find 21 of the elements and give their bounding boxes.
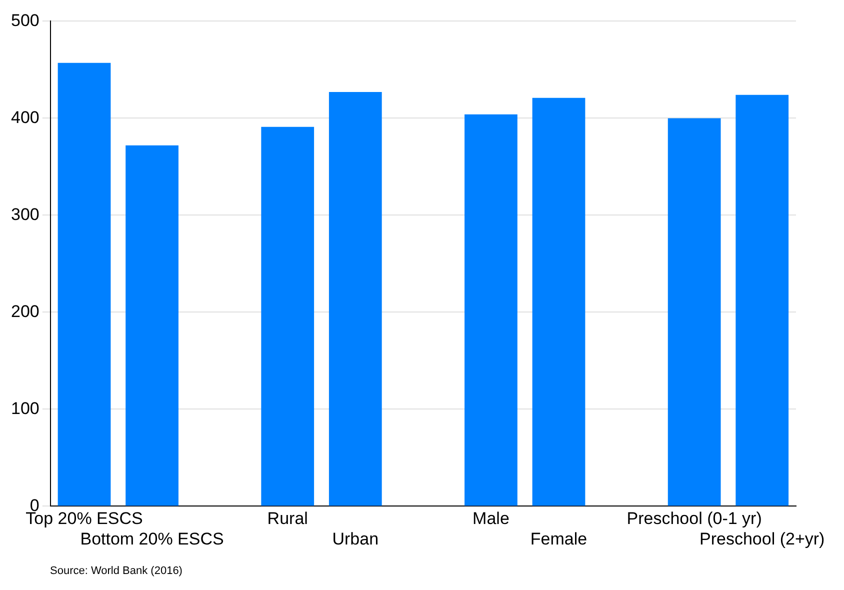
y-tick-label: 500 [10,10,40,30]
bar [328,92,382,506]
x-tick-label: Preschool (0-1 yr) [626,509,762,528]
y-tick-label: 300 [10,204,40,224]
y-tick-label: 400 [10,108,40,127]
bar [668,118,721,506]
bar [126,145,178,506]
bar [261,126,314,506]
bar [464,114,518,506]
x-tick-label: Preschool (2+yr) [700,529,825,548]
source-note: Source: World Bank (2016) [50,565,184,577]
y-tick-label: 100 [10,398,40,418]
bar [532,98,586,506]
bar [58,62,111,506]
x-tick-label: Male [472,509,510,528]
bar [736,94,789,506]
y-tick-label: 200 [10,302,40,321]
x-tick-label: Bottom 20% ESCS [80,529,224,548]
x-tick-label: Urban [332,529,379,548]
x-tick-label: Female [530,529,588,548]
x-tick-label: Rural [267,509,308,528]
